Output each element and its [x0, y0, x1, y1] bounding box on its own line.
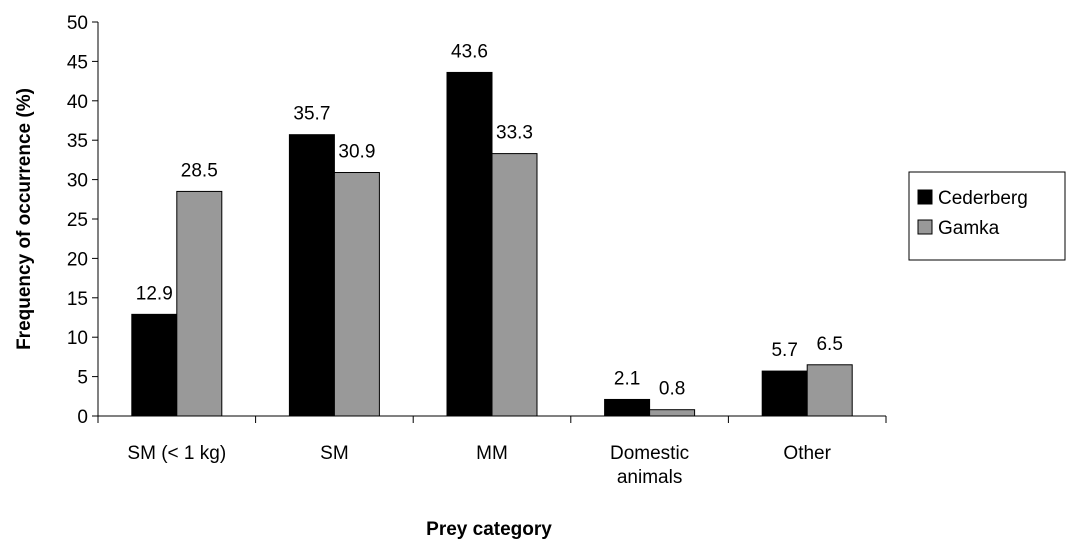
bar-gamka	[491, 153, 538, 417]
y-tick-label: 20	[67, 249, 88, 270]
category-label: animals	[617, 467, 682, 488]
y-tick-label: 10	[67, 328, 88, 349]
bar-gamka	[806, 364, 853, 417]
y-tick-label: 30	[67, 171, 88, 192]
y-tick-label: 40	[67, 92, 88, 113]
bar-cederberg	[288, 134, 335, 417]
x-axis: SM (< 1 kg) SM MM Domestic animals Other	[97, 415, 887, 488]
y-tick-label: 25	[67, 210, 88, 231]
bar-gamka	[649, 409, 696, 417]
legend-swatch-gamka	[917, 219, 933, 235]
data-label: 0.8	[659, 379, 685, 400]
category-label: Domestic	[610, 443, 689, 464]
category-label: Other	[783, 443, 831, 464]
bar-gamka	[333, 172, 380, 417]
y-tick-label: 35	[67, 131, 88, 152]
y-tick-label: 15	[67, 289, 88, 310]
bar-cederberg	[761, 370, 808, 417]
data-label: 30.9	[338, 142, 375, 163]
y-tick-label: 50	[67, 13, 88, 34]
legend: Cederberg Gamka	[908, 171, 1066, 261]
data-label: 5.7	[771, 340, 797, 361]
bar-cederberg	[446, 71, 493, 417]
bars	[131, 71, 853, 417]
legend-label: Cederberg	[938, 188, 1028, 209]
bar-gamka	[176, 190, 223, 417]
y-tick-label: 45	[67, 52, 88, 73]
y-tick-label: 5	[77, 368, 88, 389]
y-axis: 0 5 10 15 20 25 30 35 40 45 50	[67, 13, 99, 428]
data-labels: 12.9 35.7 43.6 2.1 5.7 28.5 30.9 33.3 0.8 6.5	[136, 41, 843, 399]
bar-cederberg	[604, 398, 651, 417]
category-label: SM (< 1 kg)	[127, 443, 226, 464]
y-axis-title: Frequency of occurrence (%)	[14, 88, 35, 350]
data-label: 35.7	[293, 104, 330, 125]
legend-swatch-cederberg	[917, 189, 933, 205]
data-label: 12.9	[136, 283, 173, 304]
data-label: 2.1	[614, 368, 640, 389]
legend-label: Gamka	[938, 218, 1000, 239]
data-label: 43.6	[451, 41, 488, 62]
y-tick-label: 0	[77, 407, 88, 428]
legend-box	[908, 171, 1066, 261]
category-label: SM	[320, 443, 349, 464]
data-label: 6.5	[816, 334, 842, 355]
data-label: 28.5	[181, 160, 218, 181]
bar-cederberg	[131, 313, 178, 417]
category-label: MM	[476, 443, 508, 464]
data-label: 33.3	[496, 123, 533, 144]
x-axis-title: Prey category	[426, 519, 552, 540]
